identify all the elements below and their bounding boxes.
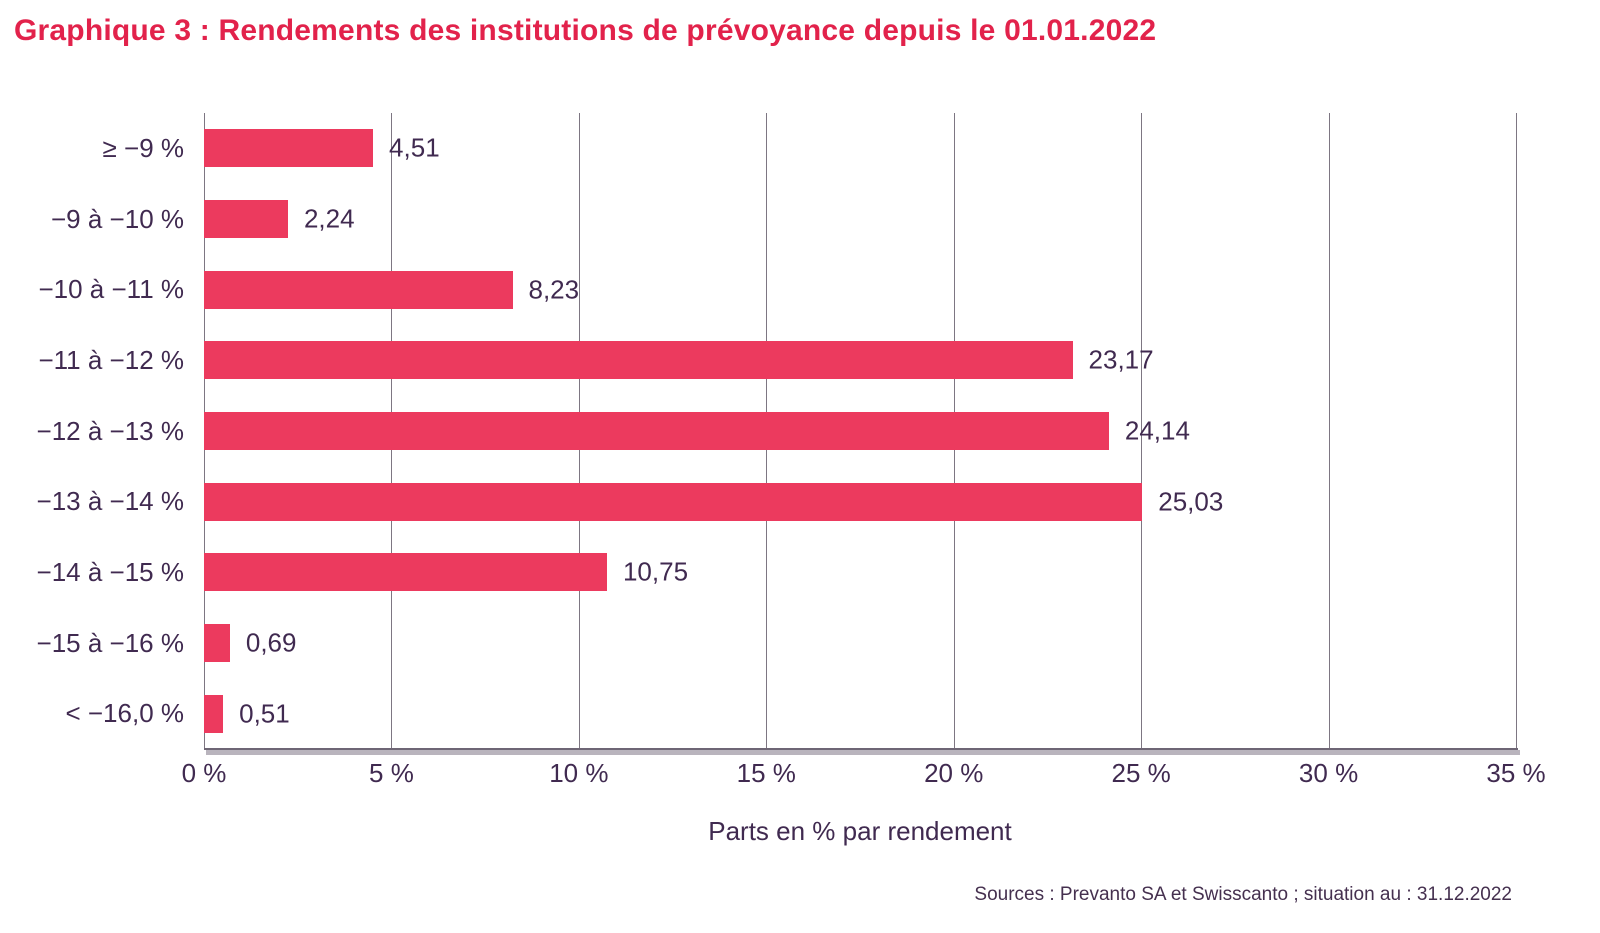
bar-value-label: 10,75 <box>622 556 689 587</box>
x-tick-label: 0 % <box>181 758 227 788</box>
bar: 2,24 <box>204 200 355 238</box>
bar-row: 24,14 <box>204 396 1516 467</box>
gridline-25 <box>1141 113 1143 749</box>
bar: 4,51 <box>204 129 440 168</box>
category-label: −11 à −12 % <box>38 344 184 375</box>
bar-row: 2,24 <box>204 184 1516 255</box>
plot-area: 4,51 2,24 8,23 23,17 24,14 25,03 10,75 0,69 0,51 <box>204 113 1520 755</box>
bar-value-label: 0,69 <box>245 627 297 658</box>
bar: 0,51 <box>204 694 290 733</box>
bar: 8,23 <box>204 270 579 309</box>
category-label: −10 à −11 % <box>38 274 184 305</box>
gridline-35 <box>1516 113 1517 749</box>
bar-value-label: 8,23 <box>528 274 580 305</box>
x-axis-shadow <box>206 750 1520 755</box>
x-tick-label: 30 % <box>1298 758 1359 788</box>
bar-rows: 4,51 2,24 8,23 23,17 24,14 25,03 10,75 0,69 0,51 <box>204 113 1516 749</box>
category-label: < −16,0 % <box>65 698 184 729</box>
x-tick-label: 25 % <box>1111 758 1171 788</box>
y-axis-labels: ≥ −9 % −9 à −10 % −10 à −11 % −11 à −12 % −1… <box>0 113 184 749</box>
bar: 0,69 <box>204 624 296 663</box>
x-tick-label: 20 % <box>924 758 984 788</box>
bar-value-label: 25,03 <box>1158 486 1224 517</box>
x-tick-label: 35 % <box>1486 758 1546 788</box>
x-tick-label: 5 % <box>369 758 414 788</box>
bar: 25,03 <box>204 482 1223 521</box>
category-label: −15 à −16 % <box>36 627 184 658</box>
x-axis-ticks: 0 % 5 % 10 % 15 % 20 % 25 % 30 % 35 % <box>182 758 1546 792</box>
bar: 10,75 <box>204 553 688 592</box>
x-axis-title: Parts en % par rendement <box>708 816 1012 846</box>
bar: 24,14 <box>204 412 1190 451</box>
category-label: −13 à −14 % <box>36 486 184 517</box>
category-label: −12 à −13 % <box>36 415 184 446</box>
bar-row: 0,51 <box>204 678 1516 749</box>
x-tick-label: 10 % <box>549 758 609 788</box>
bar: 23,17 <box>204 341 1154 380</box>
x-axis-line <box>204 748 1518 750</box>
bar-value-label: 24,14 <box>1124 415 1190 446</box>
bar-row: 10,75 <box>204 537 1516 608</box>
gridline-30 <box>1328 113 1330 749</box>
source-note: Sources : Prevanto SA et Swisscanto ; si… <box>974 884 1512 905</box>
category-label: −14 à −15 % <box>36 556 184 587</box>
bar-row: 0,69 <box>204 608 1516 679</box>
category-label: ≥ −9 % <box>102 132 184 163</box>
bar-value-label: 23,17 <box>1088 344 1154 375</box>
category-label: −9 à −10 % <box>51 203 184 234</box>
bar-row: 25,03 <box>204 466 1516 537</box>
bar-row: 8,23 <box>204 254 1516 325</box>
bar-value-label: 4,51 <box>389 132 440 163</box>
bar-value-label: 2,24 <box>303 203 355 234</box>
bar-value-label: 0,51 <box>239 698 290 729</box>
x-tick-label: 15 % <box>736 758 796 788</box>
bar-row: 4,51 <box>204 113 1516 184</box>
chart-title: Graphique 3 : Rendements des institution… <box>14 14 1157 47</box>
bar-row: 23,17 <box>204 325 1516 396</box>
